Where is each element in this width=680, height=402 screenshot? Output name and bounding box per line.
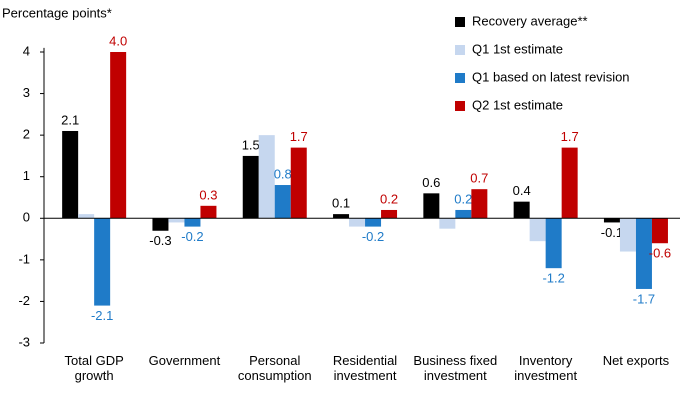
y-tick-label: -2	[18, 293, 30, 308]
data-label: 1.7	[561, 129, 579, 144]
legend-label: Q1 based on latest revision	[472, 69, 630, 84]
data-label: 0.3	[199, 187, 217, 202]
data-label: 4.0	[109, 33, 127, 48]
bar	[603, 218, 620, 223]
bar	[94, 218, 111, 306]
data-label: 2.1	[61, 112, 79, 127]
data-label: -2.1	[91, 308, 113, 323]
data-label: 0.1	[332, 196, 350, 211]
legend-swatch	[455, 17, 465, 27]
bar	[545, 218, 562, 269]
legend-swatch	[455, 45, 465, 55]
data-label: 0.8	[274, 166, 292, 181]
legend-swatch	[455, 101, 465, 111]
bar	[529, 218, 546, 242]
bar	[62, 130, 79, 219]
bar	[349, 218, 366, 227]
bar	[619, 218, 636, 252]
bar	[242, 155, 259, 219]
data-label: 0.2	[454, 191, 472, 206]
bar	[561, 147, 578, 219]
bar	[651, 218, 668, 244]
data-label: 1.7	[290, 129, 308, 144]
bar	[513, 201, 530, 219]
x-tick-label: Inventory investment	[514, 353, 578, 383]
bar	[333, 214, 350, 219]
bar	[381, 209, 398, 219]
y-tick-label: 3	[23, 85, 30, 100]
bar	[200, 205, 217, 219]
legend-label: Recovery average**	[472, 13, 588, 28]
data-label: -0.3	[149, 233, 171, 248]
data-label: -1.7	[633, 291, 655, 306]
data-label: -0.2	[362, 229, 384, 244]
legend-label: Q1 1st estimate	[472, 41, 563, 56]
bar	[274, 185, 291, 219]
bar	[439, 218, 456, 229]
bar	[365, 218, 382, 227]
data-label: -0.6	[649, 246, 671, 261]
data-label: 0.6	[422, 175, 440, 190]
data-label: 0.4	[513, 183, 531, 198]
x-tick-label: Residential investment	[332, 353, 398, 383]
data-label: 0.2	[380, 191, 398, 206]
data-label: -0.1	[601, 225, 623, 240]
legend-swatch	[455, 73, 465, 83]
bar	[258, 135, 275, 219]
bar	[423, 193, 440, 219]
data-label: -0.2	[181, 229, 203, 244]
y-tick-label: 2	[23, 127, 30, 142]
bar	[290, 147, 307, 219]
bar	[168, 218, 185, 223]
bar	[635, 218, 652, 289]
y-axis-title: Percentage points*	[2, 5, 112, 20]
bar	[184, 218, 201, 227]
data-label: 0.7	[470, 171, 488, 186]
bar	[78, 214, 95, 219]
bar	[455, 209, 472, 219]
y-tick-label: 4	[23, 43, 30, 58]
data-label: 1.5	[242, 137, 260, 152]
data-label: -1.2	[542, 271, 564, 286]
x-tick-label: Total GDP growth	[64, 353, 124, 383]
legend-label: Q2 1st estimate	[472, 97, 563, 112]
x-tick-label: Personal consumption	[237, 353, 312, 383]
x-tick-label: Government	[148, 353, 221, 368]
x-tick-label: Business fixed investment	[413, 353, 498, 383]
bar	[152, 218, 169, 231]
y-tick-label: -1	[18, 251, 30, 266]
x-tick-label: Net exports	[602, 353, 670, 368]
bar	[110, 51, 127, 219]
y-tick-label: -3	[18, 334, 30, 349]
bar	[471, 189, 488, 219]
y-tick-label: 1	[23, 168, 30, 183]
y-tick-label: 0	[23, 210, 30, 225]
